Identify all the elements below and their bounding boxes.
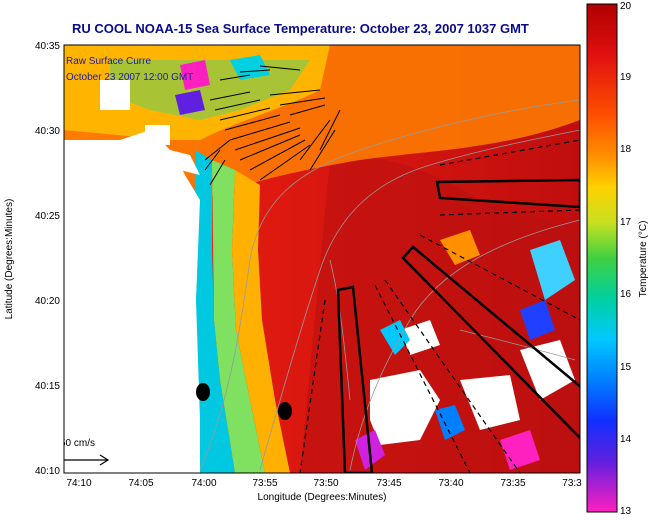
colorbar-tick: 20 — [620, 1, 632, 12]
colorbar-tick: 13 — [620, 506, 632, 517]
x-axis: 74:10 74:05 74:00 73:55 73:50 73:45 73:4… — [66, 478, 582, 489]
colorbar-tick: 14 — [620, 434, 632, 445]
colorbar-ticks: 20 19 18 17 16 15 14 13 — [620, 1, 632, 517]
colorbar-tick: 18 — [620, 144, 632, 155]
xtick-label: 74:10 — [66, 478, 91, 489]
y-axis-label: Latitude (Degrees:Minutes) — [4, 199, 15, 320]
xtick-label: 73:55 — [252, 478, 277, 489]
overlay-date-label: October 23 2007 12:00 GMT — [66, 72, 193, 83]
colorbar-tick: 17 — [620, 217, 632, 228]
colorbar-tick: 19 — [620, 72, 632, 83]
colorbar — [586, 3, 618, 513]
current-vectors — [204, 65, 341, 186]
ytick-label: 40:25 — [35, 211, 60, 222]
xtick-label: 73:45 — [376, 478, 401, 489]
colorbar-label: Temperature (°C) — [638, 221, 649, 298]
x-axis-label: Longitude (Degrees:Minutes) — [258, 492, 387, 503]
study-polygons — [336, 178, 580, 473]
land-sandy-hook — [120, 130, 200, 175]
y-axis: 40:35 40:30 40:25 40:20 40:15 40:10 — [35, 41, 60, 477]
xtick-label: 73:50 — [313, 478, 338, 489]
coastal-yellow-strip — [232, 170, 290, 473]
ytick-label: 40:10 — [35, 466, 60, 477]
ytick-label: 40:30 — [35, 126, 60, 137]
colorbar-tick: 15 — [620, 362, 632, 373]
scale-vector-label: 50 cm/s — [60, 438, 95, 449]
overlay-current-label: Raw Surface Curre — [66, 56, 151, 67]
sst-plot-area: Raw Surface Curre October 23 2007 12:00 … — [60, 45, 580, 473]
figure-title: RU COOL NOAA-15 Sea Surface Temperature:… — [72, 21, 529, 36]
scale-vector-arrow — [64, 454, 110, 466]
site-marker-1 — [196, 383, 210, 401]
cloud-masks — [100, 80, 575, 445]
land-new-jersey — [64, 140, 200, 473]
plot-frame — [63, 44, 581, 474]
xtick-label: 73:35 — [500, 478, 525, 489]
ytick-label: 40:35 — [35, 41, 60, 52]
colorbar-tick: 16 — [620, 289, 632, 300]
bathymetry-contours — [199, 99, 580, 471]
xtick-label: 73:40 — [438, 478, 463, 489]
xtick-label: 74:05 — [128, 478, 153, 489]
xtick-label: 74:00 — [191, 478, 216, 489]
xtick-label: 73:3 — [562, 478, 582, 489]
ytick-label: 40:15 — [35, 381, 60, 392]
ytick-label: 40:20 — [35, 296, 60, 307]
site-marker-2 — [278, 402, 292, 420]
cold-patches — [175, 55, 575, 470]
dashed-boundaries — [299, 139, 580, 473]
